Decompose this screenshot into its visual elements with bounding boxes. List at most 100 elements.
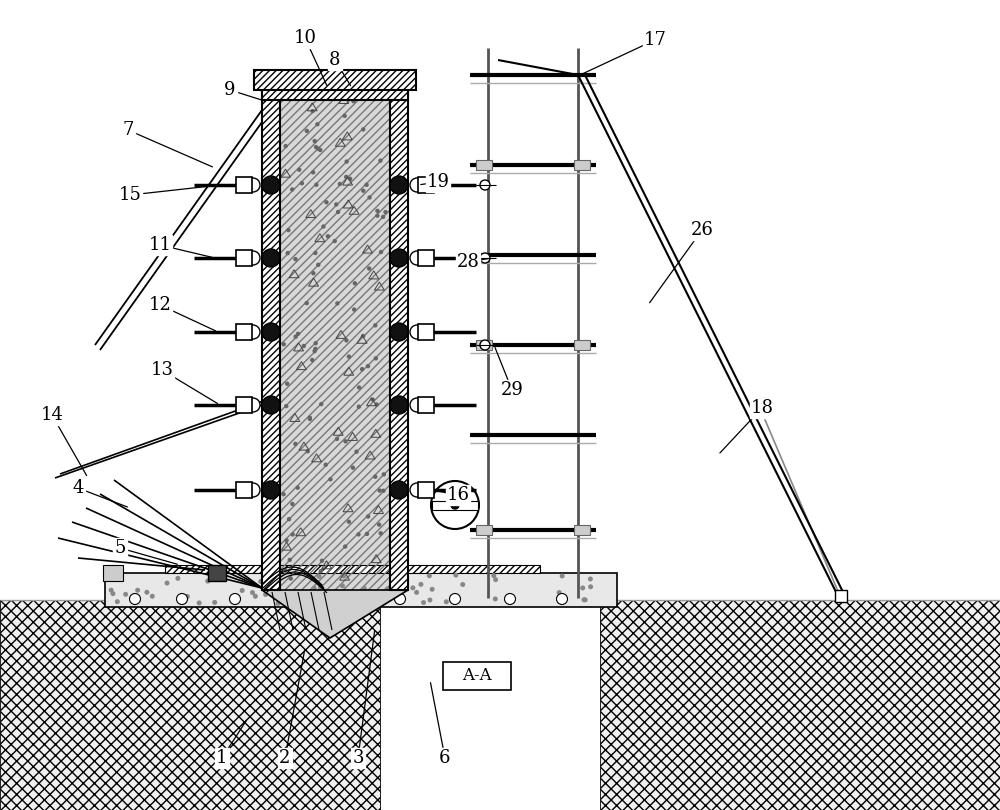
Circle shape	[318, 585, 323, 590]
Circle shape	[366, 364, 370, 369]
Text: 3: 3	[352, 749, 364, 767]
Circle shape	[305, 129, 309, 133]
Circle shape	[320, 559, 324, 563]
Bar	[574, 160, 590, 170]
Circle shape	[185, 594, 190, 599]
Circle shape	[309, 601, 314, 607]
Circle shape	[348, 599, 353, 603]
Circle shape	[381, 488, 386, 493]
Bar	[165, 565, 540, 573]
Circle shape	[175, 576, 180, 581]
Circle shape	[326, 234, 330, 238]
Circle shape	[505, 594, 516, 604]
Text: 19: 19	[426, 173, 450, 191]
Circle shape	[150, 594, 155, 599]
Circle shape	[364, 182, 369, 187]
Circle shape	[360, 367, 364, 371]
Text: 9: 9	[224, 81, 236, 99]
Circle shape	[340, 594, 351, 604]
Circle shape	[287, 517, 291, 522]
Circle shape	[336, 210, 340, 214]
Bar	[236, 324, 252, 340]
Bar	[835, 590, 847, 602]
Text: 16: 16	[446, 486, 470, 504]
Circle shape	[414, 590, 419, 595]
Circle shape	[230, 594, 240, 604]
Circle shape	[353, 281, 357, 285]
Circle shape	[328, 477, 333, 481]
Circle shape	[306, 449, 310, 454]
Circle shape	[371, 398, 375, 402]
Bar	[418, 250, 434, 266]
Circle shape	[130, 594, 140, 604]
Circle shape	[109, 587, 114, 593]
Circle shape	[240, 588, 245, 593]
Text: 17: 17	[644, 31, 666, 49]
Circle shape	[281, 492, 286, 497]
Circle shape	[344, 338, 349, 343]
Circle shape	[451, 501, 459, 509]
Circle shape	[351, 99, 356, 104]
Circle shape	[324, 200, 329, 204]
Circle shape	[176, 594, 188, 604]
Circle shape	[347, 355, 351, 359]
Text: 13: 13	[150, 361, 174, 379]
Circle shape	[284, 404, 288, 408]
Circle shape	[361, 127, 365, 132]
Circle shape	[375, 209, 380, 213]
Circle shape	[310, 358, 314, 362]
Circle shape	[318, 147, 322, 152]
Circle shape	[390, 396, 408, 414]
Circle shape	[375, 214, 380, 218]
Circle shape	[431, 481, 479, 529]
Circle shape	[262, 481, 280, 499]
Circle shape	[493, 596, 498, 602]
Circle shape	[285, 382, 289, 386]
Bar	[476, 525, 492, 535]
Circle shape	[421, 600, 426, 605]
Circle shape	[334, 202, 338, 207]
Text: 7: 7	[122, 121, 134, 139]
Bar	[280, 88, 390, 590]
Circle shape	[352, 307, 356, 312]
Bar	[236, 250, 252, 266]
Circle shape	[582, 597, 587, 602]
Circle shape	[379, 249, 383, 254]
Circle shape	[390, 481, 408, 499]
Circle shape	[311, 271, 316, 275]
Circle shape	[381, 215, 385, 219]
Circle shape	[314, 182, 319, 187]
Text: 10: 10	[294, 29, 316, 47]
Circle shape	[356, 532, 361, 536]
Circle shape	[301, 590, 306, 595]
Bar	[418, 177, 434, 193]
Circle shape	[383, 210, 388, 215]
Circle shape	[197, 600, 202, 605]
Circle shape	[311, 170, 315, 174]
Circle shape	[258, 579, 263, 584]
Bar	[262, 88, 408, 100]
Circle shape	[246, 398, 260, 412]
Circle shape	[288, 557, 292, 562]
Circle shape	[313, 347, 318, 351]
Circle shape	[410, 251, 424, 265]
Circle shape	[390, 323, 408, 341]
Circle shape	[418, 582, 423, 587]
Circle shape	[144, 590, 149, 595]
Circle shape	[290, 532, 295, 537]
Circle shape	[480, 253, 490, 263]
Circle shape	[344, 175, 348, 179]
Circle shape	[374, 356, 378, 360]
Circle shape	[319, 569, 323, 573]
Circle shape	[285, 594, 296, 604]
Circle shape	[343, 544, 347, 548]
Circle shape	[275, 601, 280, 606]
Circle shape	[246, 178, 260, 192]
Circle shape	[390, 176, 408, 194]
Circle shape	[427, 598, 432, 603]
Text: 26: 26	[691, 221, 713, 239]
Circle shape	[357, 404, 361, 409]
Circle shape	[480, 180, 490, 190]
Text: 14: 14	[41, 406, 63, 424]
Circle shape	[410, 586, 415, 590]
